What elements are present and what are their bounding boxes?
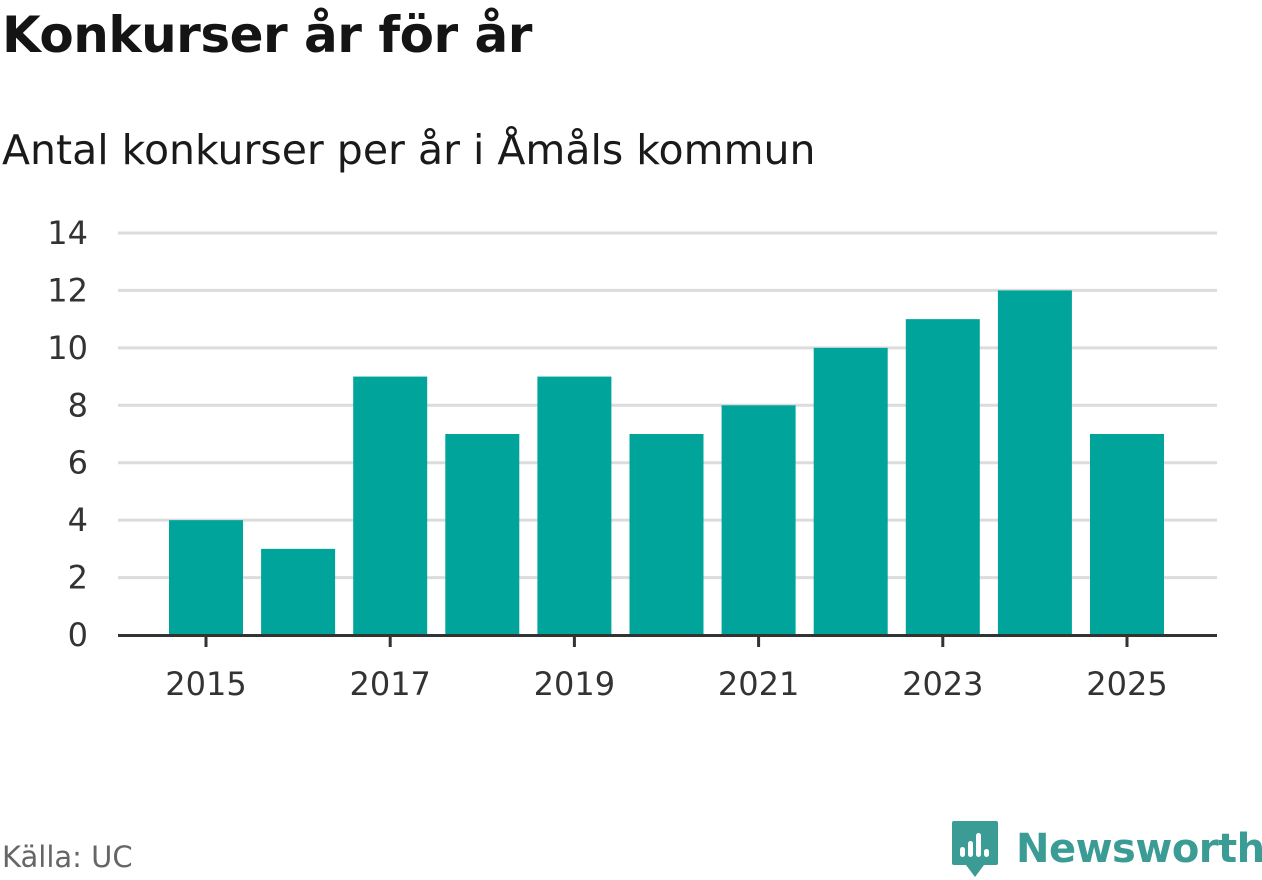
y-tick-label: 10 (47, 329, 88, 367)
y-tick-label: 4 (68, 501, 88, 539)
y-tick-label: 14 (47, 214, 88, 252)
brand-logo: Newsworthy (950, 818, 1262, 880)
y-tick-label: 8 (68, 386, 88, 424)
bar-2020 (629, 434, 704, 635)
y-tick-label: 2 (68, 559, 88, 597)
bar-chart: 0 2 4 6 8 10 12 14 2015 2017 2019 2021 2023 2025 (47, 214, 1217, 703)
x-tick-label: 2021 (718, 665, 799, 703)
bar-2024 (997, 290, 1072, 635)
chart-subtitle: Antal konkurser per år i Åmåls kommun (2, 126, 816, 174)
bar-2021 (721, 405, 796, 635)
bar-2018 (445, 434, 520, 635)
newsworthy-logo-icon (952, 821, 998, 877)
y-tick-label: 12 (47, 271, 88, 309)
y-axis-ticks: 0 2 4 6 8 10 12 14 (47, 214, 88, 654)
bar-2017 (353, 376, 428, 635)
x-tick-label: 2015 (165, 665, 246, 703)
chart-title: Konkurser år för år (2, 6, 532, 64)
x-axis-ticks: 2015 2017 2019 2021 2023 2025 (165, 635, 1168, 703)
source-note: Källa: UC (2, 840, 133, 874)
x-tick-label: 2017 (349, 665, 430, 703)
y-tick-label: 0 (68, 616, 88, 654)
bar-2022 (813, 347, 888, 635)
x-tick-label: 2025 (1086, 665, 1167, 703)
bar-2015 (169, 520, 243, 635)
bars (169, 290, 1164, 635)
brand-name: Newsworthy (1016, 826, 1262, 872)
bar-2016 (261, 548, 336, 635)
bar-2019 (537, 376, 612, 635)
x-tick-label: 2019 (534, 665, 615, 703)
y-tick-label: 6 (68, 444, 88, 482)
bar-2025 (1090, 434, 1164, 635)
x-tick-label: 2023 (902, 665, 983, 703)
bar-2023 (905, 319, 980, 635)
